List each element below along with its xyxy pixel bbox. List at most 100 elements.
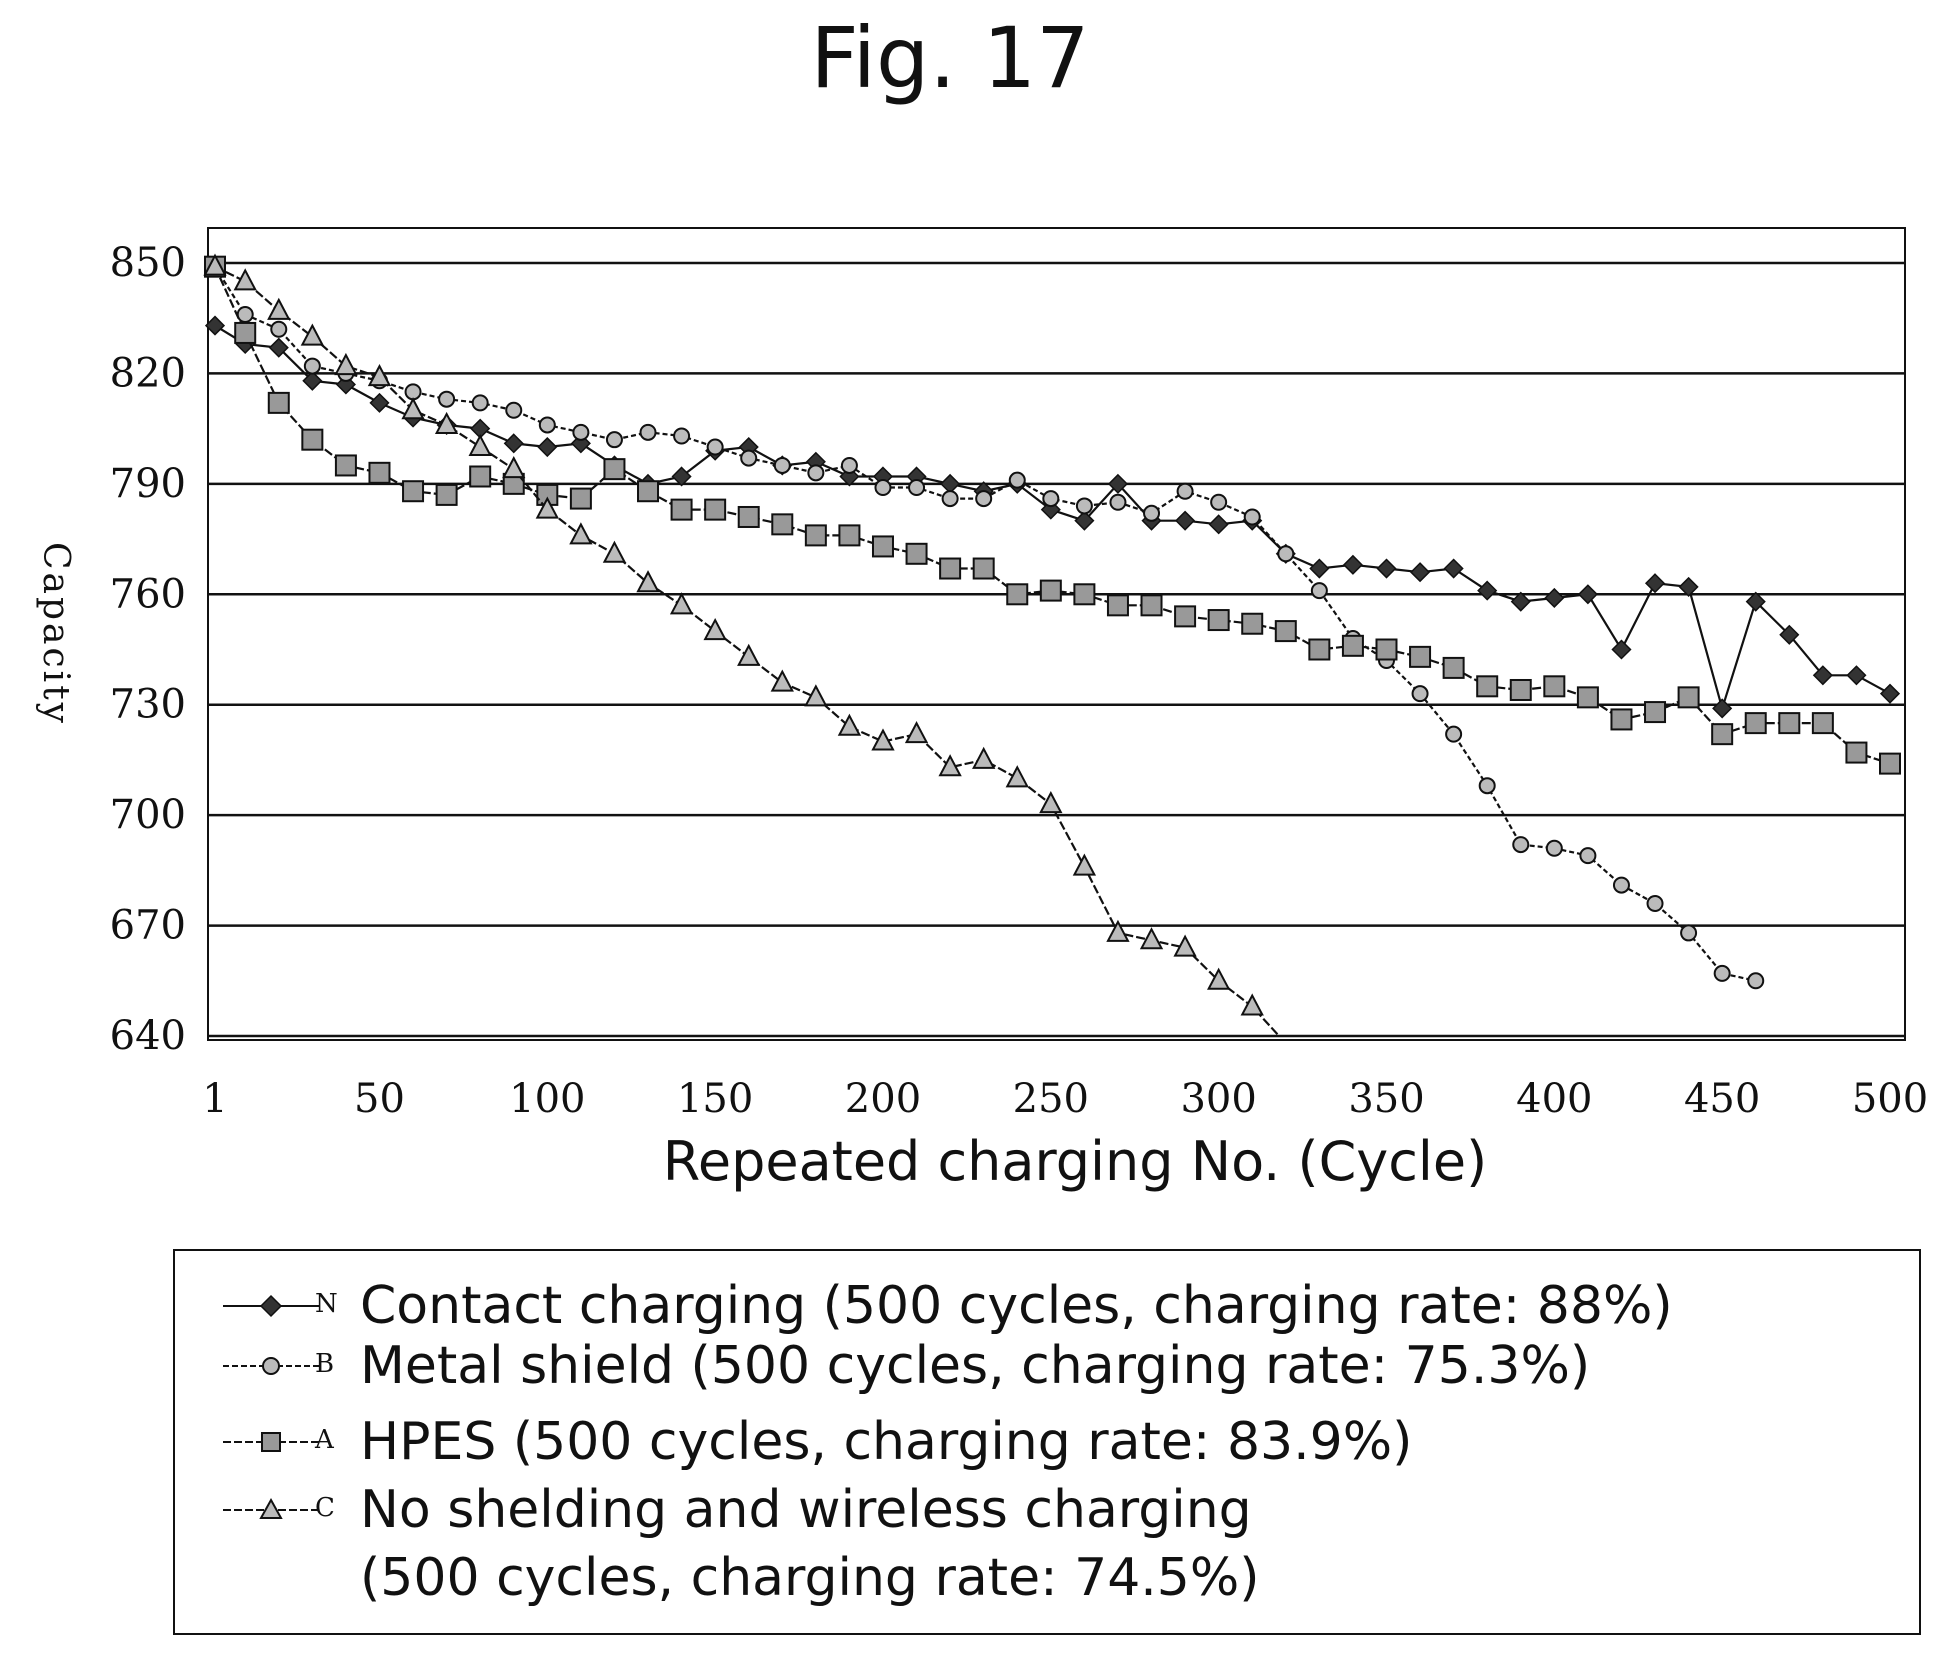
data-point — [1240, 993, 1264, 1016]
x-tick-label: 1 — [202, 1076, 227, 1122]
data-point — [434, 411, 459, 434]
data-point — [874, 479, 892, 497]
data-point — [535, 496, 559, 519]
data-point — [1207, 967, 1231, 990]
data-point — [908, 479, 926, 497]
y-tick-label: 760 — [110, 571, 186, 617]
gridlines — [208, 261, 1905, 1038]
data-point — [704, 498, 727, 521]
legend-label: Metal shield (500 cycles, charging rate:… — [360, 1336, 1591, 1396]
data-point — [1543, 675, 1566, 698]
x-tick-label: 500 — [1852, 1076, 1928, 1122]
data-point — [1577, 584, 1598, 605]
data-point — [636, 570, 660, 593]
data-point — [1175, 510, 1196, 531]
data-point — [770, 669, 794, 692]
data-point — [1680, 924, 1698, 942]
data-point — [1241, 612, 1264, 635]
data-point — [203, 253, 227, 276]
data-point — [1812, 665, 1833, 686]
data-point — [1443, 558, 1464, 579]
data-point — [807, 464, 825, 482]
data-point — [1107, 473, 1129, 494]
data-point — [404, 383, 422, 401]
data-point — [840, 456, 858, 474]
data-point — [1039, 790, 1063, 814]
data-point — [1005, 765, 1029, 788]
data-point — [1342, 554, 1363, 575]
data-point — [1477, 580, 1498, 601]
data-point — [435, 483, 458, 506]
data-point — [1008, 471, 1026, 489]
data-point — [1106, 919, 1130, 942]
data-point — [771, 513, 794, 536]
data-point — [1846, 665, 1867, 686]
data-point — [1310, 582, 1328, 600]
data-point — [737, 505, 760, 528]
data-point — [1610, 708, 1633, 731]
data-point — [740, 449, 758, 467]
data-point — [972, 557, 995, 580]
data-point — [1576, 686, 1599, 709]
data-point — [1476, 675, 1499, 698]
data-point — [1478, 777, 1496, 795]
x-tick-label: 250 — [1013, 1076, 1089, 1122]
data-point — [268, 337, 289, 358]
data-point — [837, 713, 862, 736]
data-point — [234, 321, 257, 344]
data-point — [1510, 591, 1531, 612]
data-point — [1143, 504, 1161, 522]
data-point — [1375, 638, 1398, 661]
legend-triangle-marker-icon — [223, 1497, 319, 1519]
data-point — [1277, 545, 1295, 563]
data-point — [302, 370, 323, 391]
data-point — [1677, 686, 1700, 709]
data-point — [267, 297, 291, 320]
data-point — [401, 397, 425, 420]
data-point — [1274, 620, 1297, 643]
x-tick-label: 450 — [1684, 1076, 1760, 1122]
series-circle — [206, 258, 1765, 990]
data-point — [871, 535, 894, 558]
y-tick-labels: 640 670 700 730 760 790 820 850 — [110, 240, 186, 1059]
data-point — [267, 391, 290, 414]
data-point — [603, 458, 626, 481]
data-point — [1409, 562, 1431, 583]
legend-label: No shelding and wireless charging — [360, 1480, 1252, 1540]
y-tick-label: 700 — [110, 792, 186, 838]
legend-label-continuation: (500 cycles, charging rate: 74.5%) — [360, 1548, 1260, 1608]
data-point — [1712, 698, 1733, 719]
data-point — [1411, 685, 1429, 703]
x-tick-label: 150 — [677, 1076, 753, 1122]
y-tick-label: 850 — [110, 240, 186, 286]
data-point — [1612, 876, 1630, 894]
legend: N Contact charging (500 cycles, charging… — [173, 1249, 1921, 1635]
series-line — [214, 266, 1756, 982]
data-point — [368, 461, 391, 484]
data-point — [469, 465, 492, 488]
data-point — [505, 401, 523, 419]
data-point — [975, 490, 993, 508]
data-point — [369, 392, 390, 413]
y-axis-title: Capacity — [35, 542, 76, 726]
data-point — [838, 524, 861, 547]
y-tick-label: 820 — [110, 350, 186, 396]
data-point — [1745, 591, 1766, 612]
data-point — [639, 423, 657, 441]
data-point — [637, 480, 660, 503]
data-point — [1174, 605, 1197, 628]
x-tick-label: 100 — [509, 1076, 585, 1122]
data-point — [471, 394, 489, 412]
data-point — [972, 746, 996, 769]
data-point — [804, 684, 828, 707]
data-point — [1678, 576, 1699, 597]
data-point — [1713, 964, 1731, 982]
data-point — [1106, 594, 1129, 617]
x-tick-label: 300 — [1180, 1076, 1256, 1122]
data-point — [1075, 497, 1093, 515]
x-tick-label: 200 — [845, 1076, 921, 1122]
data-point — [773, 456, 791, 474]
legend-circle-marker-icon — [223, 1357, 319, 1375]
data-point — [706, 438, 724, 456]
data-point — [1747, 972, 1765, 990]
